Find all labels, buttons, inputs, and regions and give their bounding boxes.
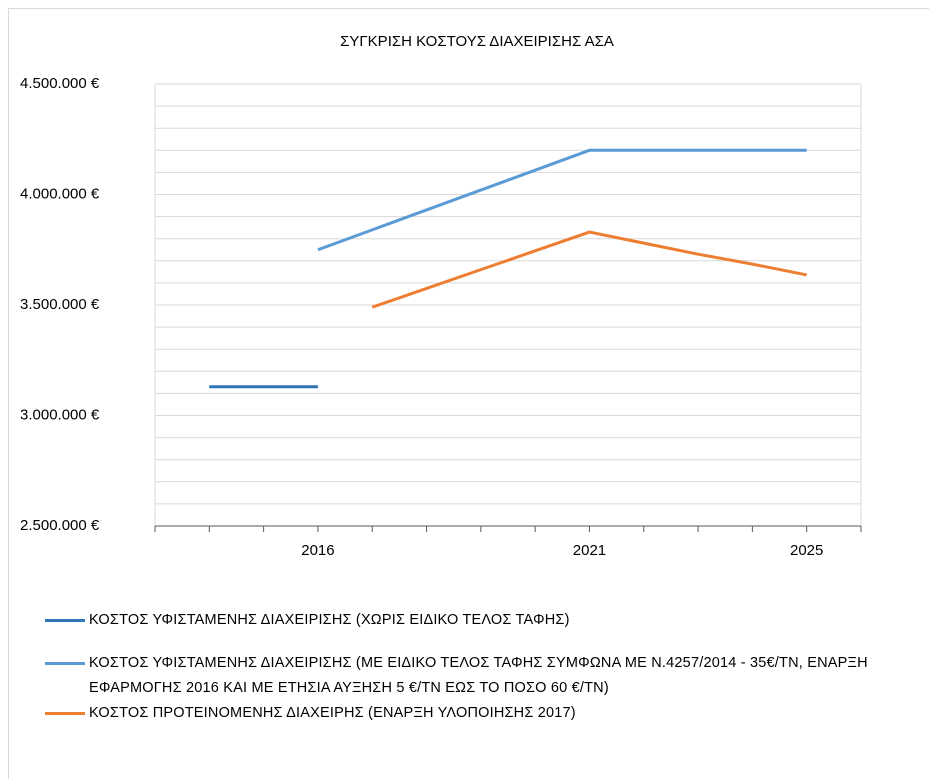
legend-entry: ΚΟΣΤΟΣ ΥΦΙΣΤΑΜΕΝΗΣ ΔΙΑΧΕΙΡΙΣΗΣ (ΜΕ ΕΙΔΙΚ… xyxy=(45,651,925,701)
y-tick-label: 2.500.000 € xyxy=(20,517,100,534)
legend-swatch xyxy=(45,662,85,665)
legend-swatch xyxy=(45,712,85,715)
line-series xyxy=(371,230,807,309)
y-tick-label: 3.000.000 € xyxy=(20,406,100,423)
y-tick-label: 4.500.000 € xyxy=(20,75,100,92)
x-tick-label: 2016 xyxy=(301,542,334,559)
y-tick-label: 4.000.000 € xyxy=(20,185,100,202)
x-tick-label: 2021 xyxy=(573,542,606,559)
x-tick-label: 2025 xyxy=(790,542,823,559)
legend-entry: ΚΟΣΤΟΣ ΠΡΟΤΕΙΝΟΜΕΝΗΣ ΔΙΑΧΕΙΡΗΣ (ΕΝΑΡΞΗ Υ… xyxy=(45,701,925,726)
legend-label: ΚΟΣΤΟΣ ΥΦΙΣΤΑΜΕΝΗΣ ΔΙΑΧΕΙΡΙΣΗΣ (ΜΕ ΕΙΔΙΚ… xyxy=(89,655,868,696)
legend-swatch xyxy=(45,619,85,622)
y-tick-label: 3.500.000 € xyxy=(20,296,100,313)
legend-entry: ΚΟΣΤΟΣ ΥΦΙΣΤΑΜΕΝΗΣ ΔΙΑΧΕΙΡΙΣΗΣ (ΧΩΡΙΣ ΕΙ… xyxy=(45,608,925,633)
legend: ΚΟΣΤΟΣ ΥΦΙΣΤΑΜΕΝΗΣ ΔΙΑΧΕΙΡΙΣΗΣ (ΧΩΡΙΣ ΕΙ… xyxy=(45,608,925,744)
chart-title: ΣΥΓΚΡΙΣΗ ΚΟΣΤΟΥΣ ΔΙΑΧΕΙΡΙΣΗΣ ΑΣΑ xyxy=(340,33,614,50)
legend-label: ΚΟΣΤΟΣ ΥΦΙΣΤΑΜΕΝΗΣ ΔΙΑΧΕΙΡΙΣΗΣ (ΧΩΡΙΣ ΕΙ… xyxy=(89,612,570,628)
legend-label: ΚΟΣΤΟΣ ΠΡΟΤΕΙΝΟΜΕΝΗΣ ΔΙΑΧΕΙΡΗΣ (ΕΝΑΡΞΗ Υ… xyxy=(89,705,576,721)
line-series xyxy=(317,148,807,252)
